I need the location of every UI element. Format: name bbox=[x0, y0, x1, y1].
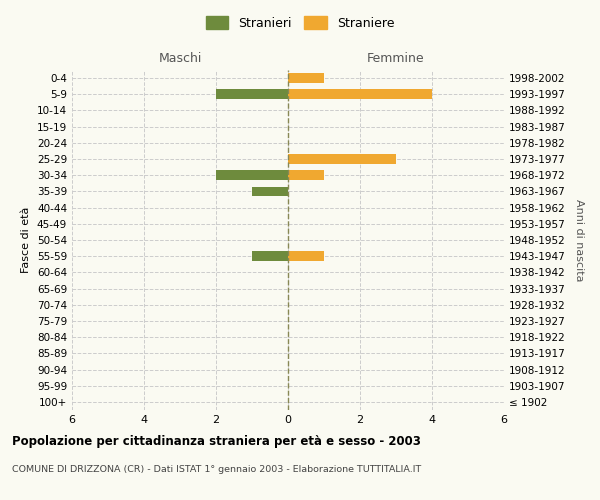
Bar bbox=[288, 154, 396, 164]
Bar bbox=[288, 73, 324, 83]
Text: Popolazione per cittadinanza straniera per età e sesso - 2003: Popolazione per cittadinanza straniera p… bbox=[12, 435, 421, 448]
Bar bbox=[288, 170, 324, 180]
Y-axis label: Anni di nascita: Anni di nascita bbox=[574, 198, 584, 281]
Bar bbox=[288, 90, 432, 99]
Bar bbox=[288, 252, 324, 261]
Text: Femmine: Femmine bbox=[367, 52, 425, 65]
Bar bbox=[216, 90, 288, 99]
Bar bbox=[252, 186, 288, 196]
Text: Maschi: Maschi bbox=[158, 52, 202, 65]
Text: COMUNE DI DRIZZONA (CR) - Dati ISTAT 1° gennaio 2003 - Elaborazione TUTTITALIA.I: COMUNE DI DRIZZONA (CR) - Dati ISTAT 1° … bbox=[12, 465, 421, 474]
Bar bbox=[252, 252, 288, 261]
Y-axis label: Fasce di età: Fasce di età bbox=[22, 207, 31, 273]
Bar bbox=[216, 170, 288, 180]
Legend: Stranieri, Straniere: Stranieri, Straniere bbox=[201, 11, 399, 35]
